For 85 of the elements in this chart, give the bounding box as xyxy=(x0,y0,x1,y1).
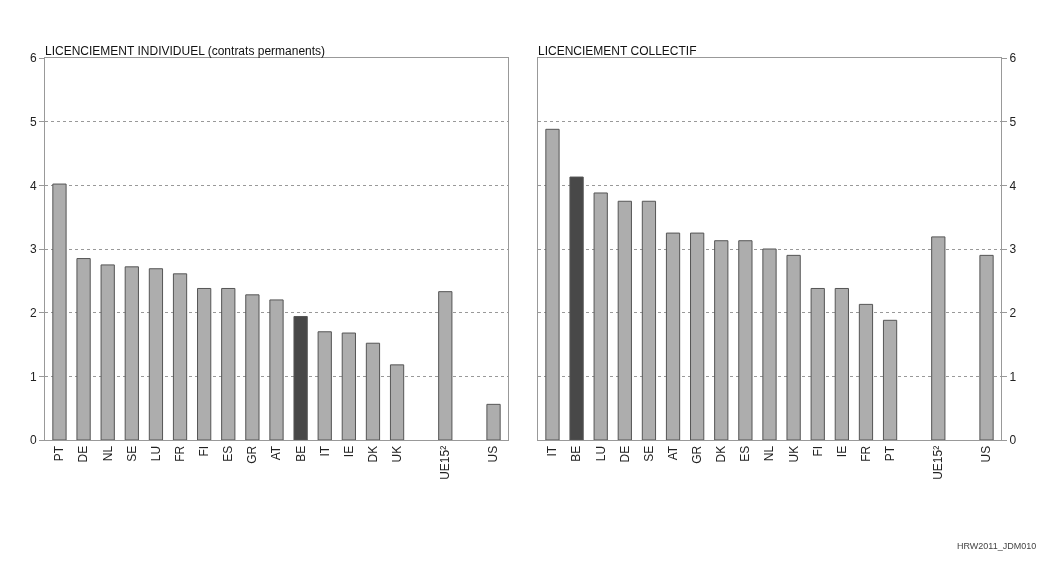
x-tick-label: FI xyxy=(197,445,212,457)
y-tick-label: 3 xyxy=(1008,242,1016,257)
y-tick-label: 2 xyxy=(1008,305,1016,320)
bar xyxy=(810,287,825,440)
y-tick-label: 5 xyxy=(29,114,37,129)
bar xyxy=(341,332,356,440)
x-tick-label: NL xyxy=(761,445,776,462)
y-tick-label: 6 xyxy=(29,51,37,66)
x-tick-label: SE xyxy=(641,445,656,462)
x-tick-label: NL xyxy=(100,445,115,462)
y-tick-label: 1 xyxy=(29,369,37,384)
x-tick-label: FI xyxy=(810,445,825,457)
x-tick-label: UE15² xyxy=(438,445,453,480)
bar xyxy=(245,294,260,440)
bar xyxy=(978,254,994,440)
bar xyxy=(568,176,584,440)
x-tick-label: IT xyxy=(317,445,332,457)
x-tick-label: PT xyxy=(882,445,897,462)
bar xyxy=(882,319,897,440)
bar xyxy=(544,128,560,440)
chart-title: LICENCIEMENT INDIVIDUEL (contrats permanents) xyxy=(45,44,326,58)
bar xyxy=(269,299,284,440)
bar xyxy=(365,342,381,440)
x-tick-label: BE xyxy=(568,445,583,462)
bar xyxy=(293,315,308,440)
x-tick-label: IE xyxy=(341,445,356,458)
bar xyxy=(148,268,164,440)
bar xyxy=(834,287,849,440)
bar xyxy=(124,266,139,440)
bar xyxy=(737,240,753,440)
x-tick-label: IE xyxy=(834,445,849,458)
x-tick-label: ES xyxy=(737,445,752,462)
x-tick-label: DE xyxy=(76,445,91,463)
x-tick-label: FR xyxy=(858,445,873,462)
x-tick-label: IT xyxy=(544,445,559,457)
bar xyxy=(317,331,332,440)
bar xyxy=(100,264,115,440)
x-tick-label: DE xyxy=(617,445,632,463)
y-tick-label: 4 xyxy=(1008,178,1016,193)
x-tick-label: UK xyxy=(786,445,801,463)
x-tick-label: GR xyxy=(245,445,260,464)
y-tick-label: 6 xyxy=(1008,51,1016,66)
bar xyxy=(76,258,91,440)
x-tick-label: AT xyxy=(269,445,284,461)
x-tick-label: UE15² xyxy=(930,445,945,480)
bar xyxy=(52,183,67,440)
bar xyxy=(930,236,945,440)
bar xyxy=(761,248,777,440)
x-tick-label: SE xyxy=(124,445,139,462)
x-tick-label: US xyxy=(978,445,993,463)
x-tick-label: US xyxy=(486,445,501,463)
y-tick-label: 5 xyxy=(1008,114,1016,129)
y-tick-label: 1 xyxy=(1008,369,1016,384)
bar xyxy=(641,200,656,440)
bar xyxy=(785,254,801,440)
y-tick-label: 4 xyxy=(29,178,37,193)
x-tick-label: ES xyxy=(221,445,236,462)
y-tick-label: 0 xyxy=(1008,433,1016,448)
x-tick-label: FR xyxy=(172,445,187,462)
bar xyxy=(858,303,873,440)
bar xyxy=(197,287,212,440)
bar xyxy=(617,200,632,440)
bar xyxy=(593,192,608,440)
x-tick-label: DK xyxy=(713,445,728,463)
bar xyxy=(689,232,704,440)
x-tick-label: GR xyxy=(689,445,704,464)
bar xyxy=(172,273,188,440)
bar xyxy=(713,240,728,440)
bar xyxy=(486,403,501,440)
x-tick-label: PT xyxy=(52,445,67,462)
x-tick-label: LU xyxy=(148,445,163,462)
x-tick-label: BE xyxy=(293,445,308,462)
y-tick-label: 2 xyxy=(29,305,37,320)
bar xyxy=(438,291,453,440)
bar xyxy=(389,364,405,440)
x-tick-label: UK xyxy=(389,445,404,463)
x-tick-label: DK xyxy=(365,445,380,463)
chart-title: LICENCIEMENT COLLECTIF xyxy=(537,44,696,58)
x-tick-label: LU xyxy=(593,445,608,462)
y-tick-label: 3 xyxy=(29,242,37,257)
bar xyxy=(665,232,680,440)
bar xyxy=(221,287,236,440)
y-tick-label: 0 xyxy=(29,433,37,448)
text: HRW2011_JDM010 xyxy=(956,541,1036,551)
x-tick-label: AT xyxy=(665,445,680,461)
